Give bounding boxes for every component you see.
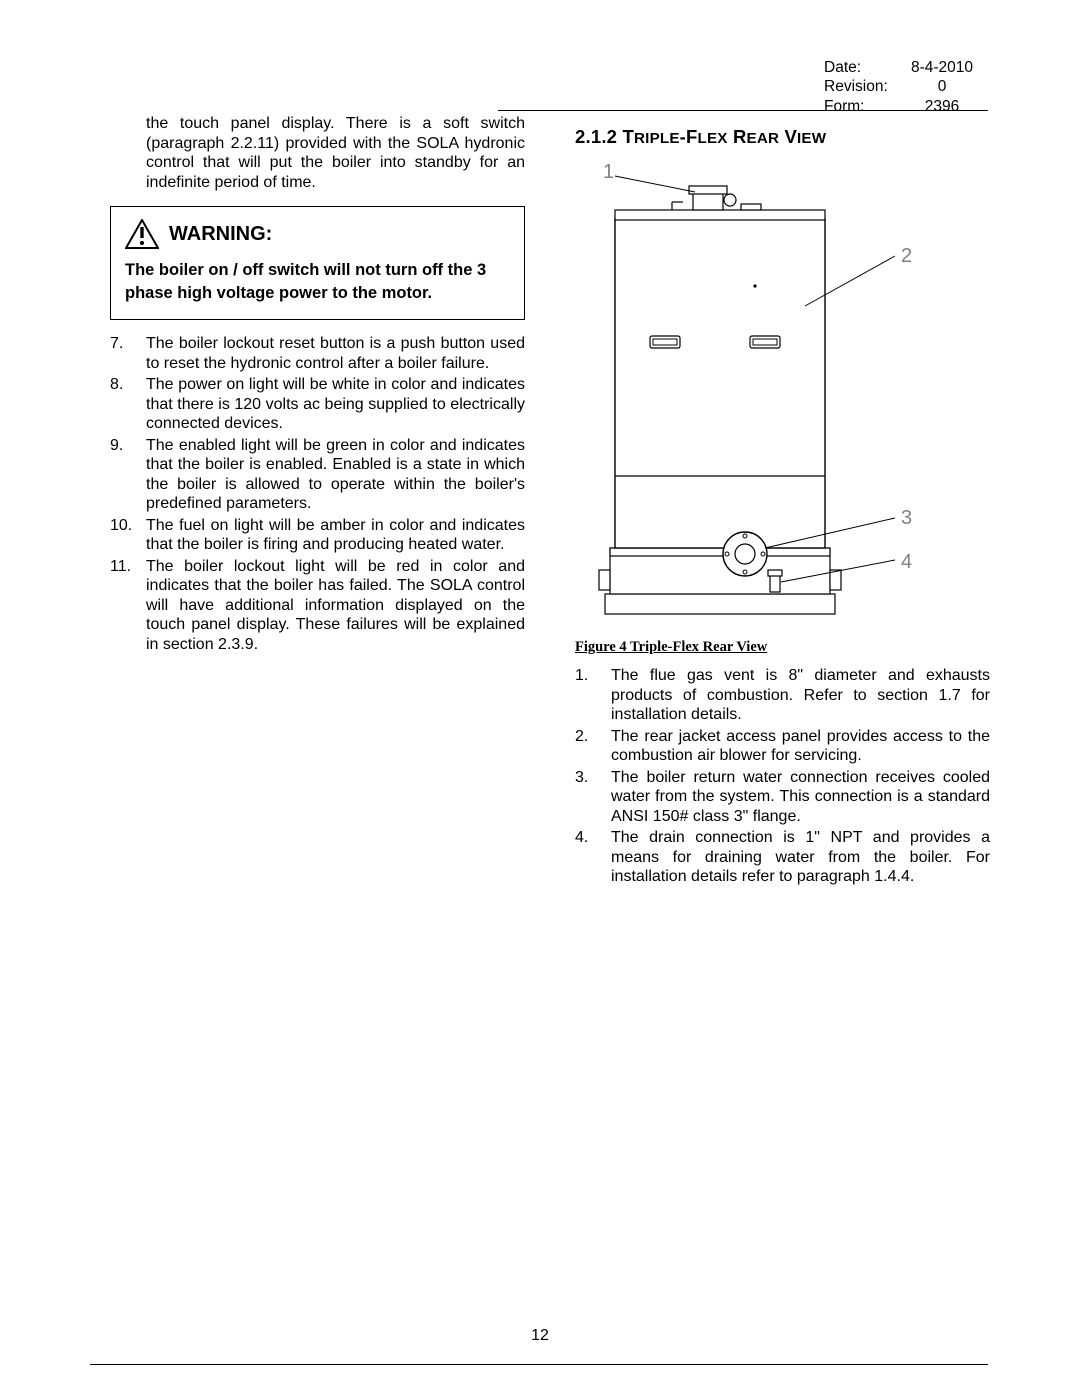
meta-rev-value: 0: [902, 77, 982, 96]
footer-rule: [90, 1364, 988, 1365]
item-text: The boiler return water connection recei…: [611, 768, 990, 827]
figure-wrap: 1 2 3 4 Figure 4 Triple-Flex Rear View: [575, 156, 990, 656]
meta-date: Date: 8-4-2010: [824, 58, 982, 77]
meta-form-value: 2396: [902, 97, 982, 116]
section-number: 2.1.2: [575, 126, 617, 147]
item-text: The boiler lockout light will be red in …: [146, 557, 525, 655]
list-item: 9.The enabled light will be green in col…: [110, 436, 525, 514]
figure-caption: Figure 4 Triple-Flex Rear View: [575, 639, 990, 656]
meta-rev-label: Revision:: [824, 77, 902, 96]
item-number: 1.: [575, 666, 611, 725]
warning-heading: WARNING:: [125, 219, 510, 249]
item-text: The fuel on light will be amber in color…: [146, 516, 525, 555]
header-rule: [498, 110, 988, 111]
item-number: 8.: [110, 375, 146, 434]
item-number: 2.: [575, 727, 611, 766]
list-item: 10.The fuel on light will be amber in co…: [110, 516, 525, 555]
warning-title: WARNING:: [169, 223, 272, 246]
list-item: 1.The flue gas vent is 8" diameter and e…: [575, 666, 990, 725]
doc-meta: Date: 8-4-2010 Revision: 0 Form: 2396: [824, 58, 982, 116]
callout-4: 4: [901, 551, 912, 573]
meta-revision: Revision: 0: [824, 77, 982, 96]
list-item: 7.The boiler lockout reset button is a p…: [110, 334, 525, 373]
meta-form: Form: 2396: [824, 97, 982, 116]
item-text: The boiler lockout reset button is a pus…: [146, 334, 525, 373]
list-item: 11.The boiler lockout light will be red …: [110, 557, 525, 655]
section-heading: 2.1.2 TRIPLE-FLEX REAR VIEW: [575, 126, 990, 148]
rear-view-figure: 1 2 3 4: [575, 156, 965, 631]
callout-2: 2: [901, 245, 912, 267]
page: Date: 8-4-2010 Revision: 0 Form: 2396 th…: [0, 0, 1080, 1397]
list-item: 2.The rear jacket access panel provides …: [575, 727, 990, 766]
item-text: The drain connection is 1" NPT and provi…: [611, 828, 990, 887]
callout-1: 1: [603, 161, 614, 183]
right-column: 2.1.2 TRIPLE-FLEX REAR VIEW: [575, 114, 990, 889]
warning-box: WARNING: The boiler on / off switch will…: [110, 206, 525, 320]
warning-triangle-icon: [125, 219, 159, 249]
item-number: 3.: [575, 768, 611, 827]
list-item: 8.The power on light will be white in co…: [110, 375, 525, 434]
item-number: 10.: [110, 516, 146, 555]
item-text: The flue gas vent is 8" diameter and exh…: [611, 666, 990, 725]
warning-body: The boiler on / off switch will not turn…: [125, 259, 510, 305]
item-number: 11.: [110, 557, 146, 655]
section-title: TRIPLE-FLEX REAR VIEW: [623, 126, 827, 147]
item-number: 4.: [575, 828, 611, 887]
left-numbered-list: 7.The boiler lockout reset button is a p…: [110, 334, 525, 654]
right-numbered-list: 1.The flue gas vent is 8" diameter and e…: [575, 666, 990, 887]
callout-3: 3: [901, 507, 912, 529]
list-item: 4.The drain connection is 1" NPT and pro…: [575, 828, 990, 887]
list-item: 3.The boiler return water connection rec…: [575, 768, 990, 827]
item-number: 7.: [110, 334, 146, 373]
item-text: The rear jacket access panel provides ac…: [611, 727, 990, 766]
item-text: The enabled light will be green in color…: [146, 436, 525, 514]
left-column: the touch panel display. There is a soft…: [110, 114, 529, 889]
meta-form-label: Form:: [824, 97, 902, 116]
continuation-paragraph: the touch panel display. There is a soft…: [146, 114, 525, 192]
page-number: 12: [0, 1327, 1080, 1345]
meta-date-label: Date:: [824, 58, 902, 77]
item-number: 9.: [110, 436, 146, 514]
two-columns: the touch panel display. There is a soft…: [110, 114, 990, 889]
meta-date-value: 8-4-2010: [902, 58, 982, 77]
item-text: The power on light will be white in colo…: [146, 375, 525, 434]
